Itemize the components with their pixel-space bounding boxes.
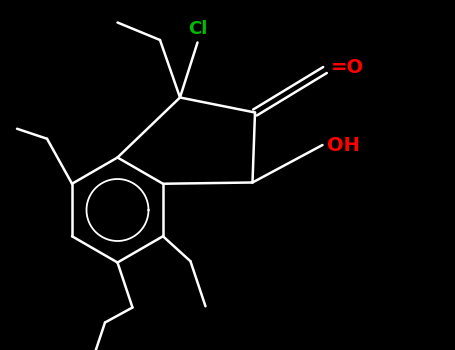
Text: =O: =O <box>331 58 364 77</box>
Text: OH: OH <box>327 135 359 154</box>
Text: Cl: Cl <box>188 21 207 38</box>
